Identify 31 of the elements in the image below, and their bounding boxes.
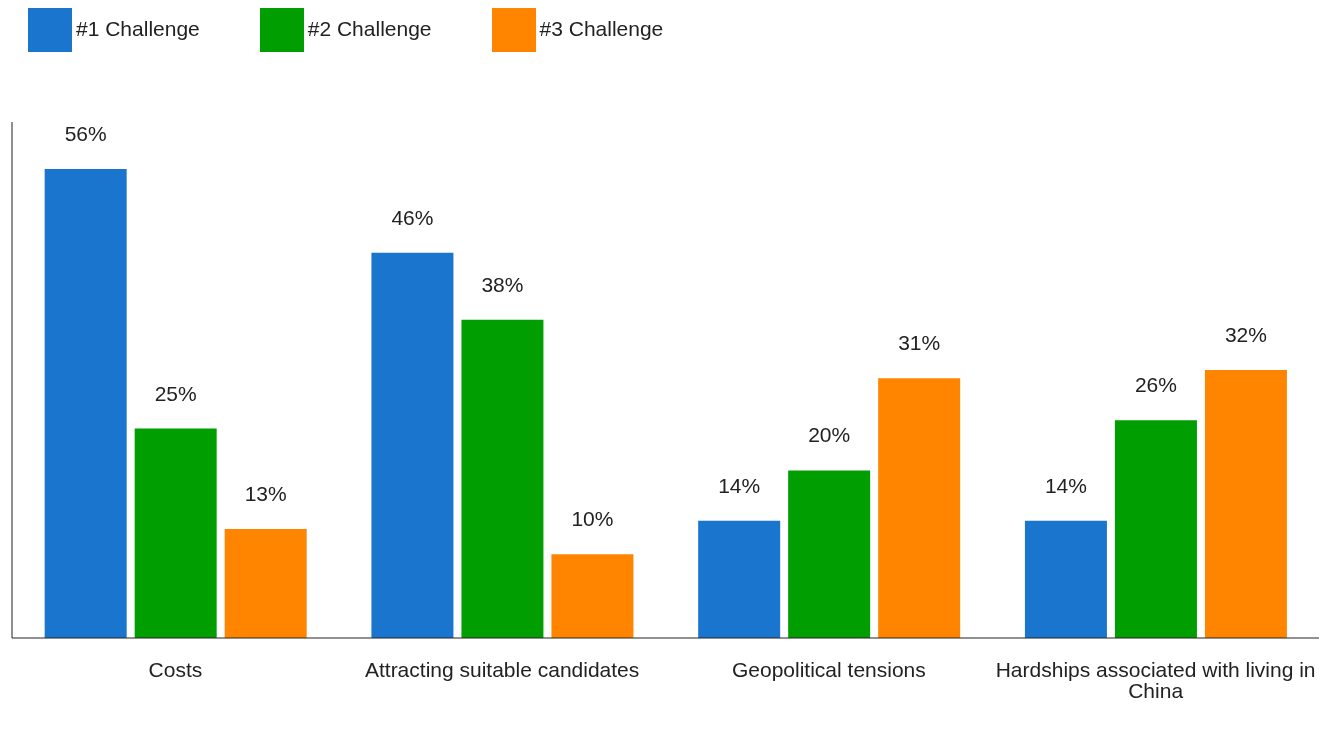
data-label: 38% [481,272,524,296]
data-label: 31% [898,331,941,355]
legend-label: #2 Challenge [307,16,432,40]
bar [461,319,544,638]
data-label: 13% [244,482,287,506]
legend-label: #3 Challenge [539,16,664,40]
x-tick-label: Hardships associated with living in China [995,657,1316,702]
data-label: 26% [1134,373,1177,397]
bar [1024,520,1107,638]
legend-label: #1 Challenge [76,16,200,40]
bar [44,168,127,638]
bar [1114,420,1197,638]
data-label: 32% [1224,322,1267,346]
data-label: 46% [391,205,434,229]
data-label: 14% [1044,473,1087,497]
x-tick-label: Costs [148,657,203,681]
bar [788,470,871,638]
data-label: 10% [571,507,614,531]
x-tick-label: Geopolitical tensions [731,657,926,681]
bar [1204,369,1287,638]
data-label: 20% [808,423,851,447]
bar [698,520,781,638]
data-label: 25% [154,381,197,405]
bar [371,252,454,638]
data-label: 14% [718,473,761,497]
x-tick-label: Attracting suitable candidates [364,657,640,681]
bar [224,529,307,638]
data-label: 56% [64,121,107,145]
bar [551,554,634,638]
bar [134,428,217,638]
bar [878,378,961,638]
